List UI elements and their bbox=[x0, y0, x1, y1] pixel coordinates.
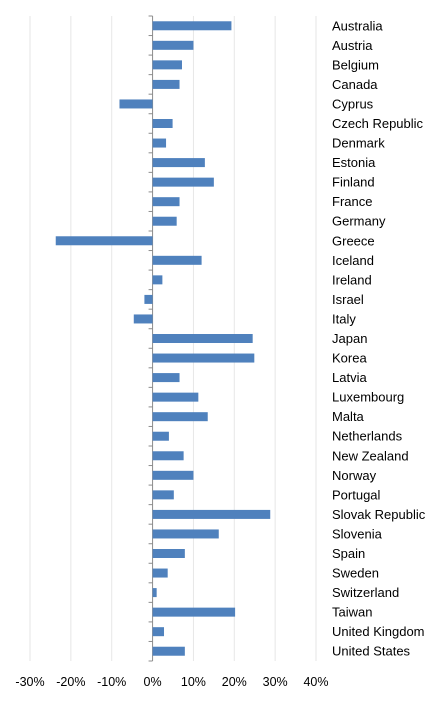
category-label: Italy bbox=[332, 311, 356, 326]
x-tick-label: 10% bbox=[181, 675, 206, 689]
bar-cyprus bbox=[119, 99, 153, 109]
bar-germany bbox=[152, 216, 177, 226]
bar-norway bbox=[152, 470, 194, 480]
x-tick-label: 20% bbox=[222, 675, 247, 689]
category-label: Canada bbox=[332, 77, 378, 92]
bar-korea bbox=[152, 353, 255, 363]
category-axis-line bbox=[148, 15, 154, 662]
bar-malta bbox=[152, 412, 208, 422]
category-label: Germany bbox=[332, 214, 386, 229]
category-label: Switzerland bbox=[332, 585, 399, 600]
bar-new-zealand bbox=[152, 451, 184, 461]
category-label: Japan bbox=[332, 331, 367, 346]
category-label: Korea bbox=[332, 351, 367, 366]
category-label: Estonia bbox=[332, 155, 376, 170]
category-label: Ireland bbox=[332, 272, 372, 287]
category-label: New Zealand bbox=[332, 448, 409, 463]
bar-denmark bbox=[152, 138, 167, 148]
bar-sweden bbox=[152, 568, 168, 578]
category-label: Netherlands bbox=[332, 429, 403, 444]
bar-iceland bbox=[152, 255, 202, 265]
bar-greece bbox=[55, 236, 153, 246]
category-label: Spain bbox=[332, 546, 365, 561]
category-labels: Australia Austria Belgium Canada Cyprus Czech… bbox=[332, 18, 426, 658]
bar-latvia bbox=[152, 373, 180, 383]
x-tick-label: 30% bbox=[263, 675, 288, 689]
category-label: Denmark bbox=[332, 136, 385, 151]
bar-finland bbox=[152, 177, 214, 187]
bar-united-kingdom bbox=[152, 627, 165, 637]
category-label: Latvia bbox=[332, 370, 367, 385]
category-label: Luxembourg bbox=[332, 390, 404, 405]
x-tick-label: -30% bbox=[15, 675, 44, 689]
category-label: United Kingdom bbox=[332, 624, 425, 639]
bar-estonia bbox=[152, 158, 205, 168]
category-label: Australia bbox=[332, 18, 383, 33]
bar-czech-republic bbox=[152, 119, 173, 128]
bar-belgium bbox=[152, 60, 182, 70]
bar-canada bbox=[152, 79, 180, 89]
category-label: France bbox=[332, 194, 372, 209]
x-tick-label: -20% bbox=[56, 675, 85, 689]
category-label: Greece bbox=[332, 233, 375, 248]
category-label: Taiwan bbox=[332, 605, 372, 620]
bar-japan bbox=[152, 334, 253, 343]
bar-luxembourg bbox=[152, 392, 199, 402]
bar-austria bbox=[152, 40, 194, 50]
bar-australia bbox=[152, 21, 232, 31]
category-label: Cyprus bbox=[332, 96, 374, 111]
category-label: Israel bbox=[332, 292, 364, 307]
bar-italy bbox=[133, 314, 153, 324]
bar-united-states bbox=[152, 646, 185, 656]
bar-spain bbox=[152, 549, 185, 558]
bar-portugal bbox=[152, 490, 174, 500]
category-label: Norway bbox=[332, 468, 377, 483]
x-tick-label: 40% bbox=[303, 675, 328, 689]
bar-israel bbox=[144, 294, 153, 304]
category-label: Sweden bbox=[332, 566, 379, 581]
category-label: United States bbox=[332, 644, 411, 659]
bar-slovenia bbox=[152, 529, 219, 539]
x-tick-label: -10% bbox=[97, 675, 126, 689]
x-tick-label: 0% bbox=[144, 675, 162, 689]
category-label: Belgium bbox=[332, 57, 379, 72]
category-label: Finland bbox=[332, 175, 375, 190]
bar-slovak-republic bbox=[152, 509, 271, 519]
category-label: Austria bbox=[332, 38, 373, 53]
bars bbox=[55, 21, 271, 656]
bar-taiwan bbox=[152, 607, 236, 617]
x-axis-tick-labels: -30% -20% -10% 0% 10% 20% 30% 40% bbox=[15, 675, 328, 689]
bar-france bbox=[152, 197, 180, 207]
bar-netherlands bbox=[152, 431, 169, 441]
category-label: Slovenia bbox=[332, 526, 383, 541]
category-label: Portugal bbox=[332, 487, 381, 502]
bar-ireland bbox=[152, 275, 163, 285]
bar-switzerland bbox=[152, 588, 157, 598]
category-label: Malta bbox=[332, 409, 365, 424]
category-label: Czech Republic bbox=[332, 116, 424, 131]
category-label: Slovak Republic bbox=[332, 507, 426, 522]
category-label: Iceland bbox=[332, 253, 374, 268]
